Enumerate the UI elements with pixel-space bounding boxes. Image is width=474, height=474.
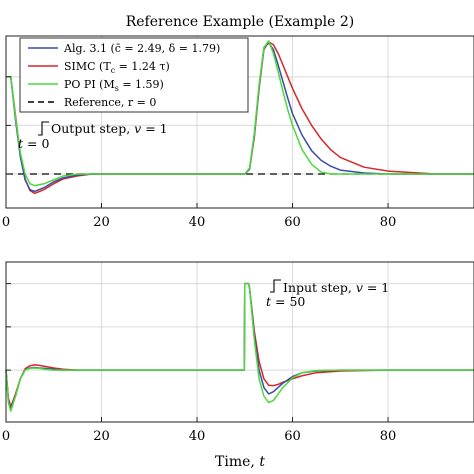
top-xtick-label-40: 40 bbox=[189, 215, 206, 230]
bottom-x-label: Time, t bbox=[215, 454, 265, 470]
annotation-input-step-text: Input step, v = 1 bbox=[283, 280, 389, 295]
bottom-xtick-label-20: 20 bbox=[93, 429, 110, 444]
bottom-lines bbox=[5, 282, 474, 412]
annotation-input-time-text: t = 50 bbox=[266, 294, 305, 309]
top-lines bbox=[6, 40, 474, 195]
legend-label-popi: PO PI (Ms = 1.59) bbox=[64, 78, 164, 93]
annotation-output-step: Output step, v = 1 t = 0 bbox=[18, 121, 168, 151]
bottom-xtick-label-60: 60 bbox=[284, 429, 301, 444]
top-axis-box bbox=[5, 35, 474, 209]
bottom-xtick-label-40: 40 bbox=[189, 429, 206, 444]
bottom-xtick-label-80: 80 bbox=[380, 429, 397, 444]
legend: Alg. 3.1 (c̄ = 2.49, δ = 1.79) SIMC (Tc … bbox=[19, 37, 249, 113]
legend-label-simc: SIMC (Tc = 1.24 τ) bbox=[64, 60, 170, 75]
bottom-xtick-label-0: 0 bbox=[2, 429, 10, 444]
legend-label-reference: Reference, r = 0 bbox=[64, 96, 156, 109]
bottom-plot-area bbox=[6, 262, 474, 422]
top-series-2 bbox=[6, 40, 474, 187]
legend-label-alg31: Alg. 3.1 (c̄ = 2.49, δ = 1.79) bbox=[63, 42, 220, 55]
top-xtick-label-80: 80 bbox=[380, 215, 397, 230]
top-plot: Reference Example (Example 2) 0 20 40 60 80 … bbox=[2, 14, 474, 230]
bottom-series-2 bbox=[5, 282, 474, 412]
annotation-input-step: Input step, v = 1 t = 50 bbox=[266, 279, 389, 309]
step-icon bbox=[38, 121, 49, 136]
annotation-output-step-text: Output step, v = 1 bbox=[51, 121, 168, 136]
top-plot-title: Reference Example (Example 2) bbox=[126, 14, 355, 30]
top-xtick-label-0: 0 bbox=[2, 215, 10, 230]
top-xtick-label-60: 60 bbox=[284, 215, 301, 230]
legend-box bbox=[19, 37, 249, 113]
annotation-output-time-text: t = 0 bbox=[18, 136, 49, 151]
top-ticks: 0 20 40 60 80 bbox=[2, 76, 397, 230]
bottom-plot: 0 20 40 60 80 Time, t Input step, v = 1 t = … bbox=[2, 261, 474, 470]
top-xtick-label-20: 20 bbox=[93, 215, 110, 230]
bottom-axis-box bbox=[5, 261, 474, 423]
step-icon bbox=[270, 279, 281, 293]
bottom-ticks: 0 20 40 60 80 bbox=[2, 283, 397, 444]
